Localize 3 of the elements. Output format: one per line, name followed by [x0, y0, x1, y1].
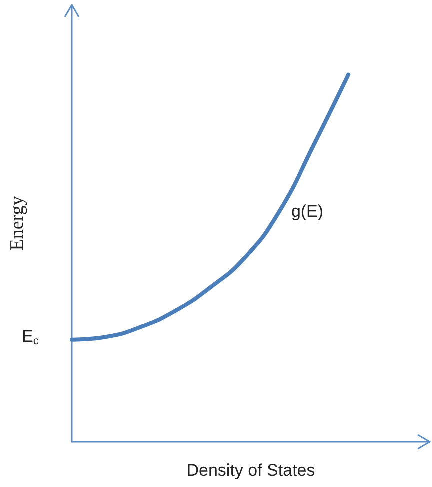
series-label: g(E) [291, 202, 324, 222]
y-axis-title: Energy [7, 196, 28, 251]
x-axis-title: Density of States [186, 461, 316, 480]
